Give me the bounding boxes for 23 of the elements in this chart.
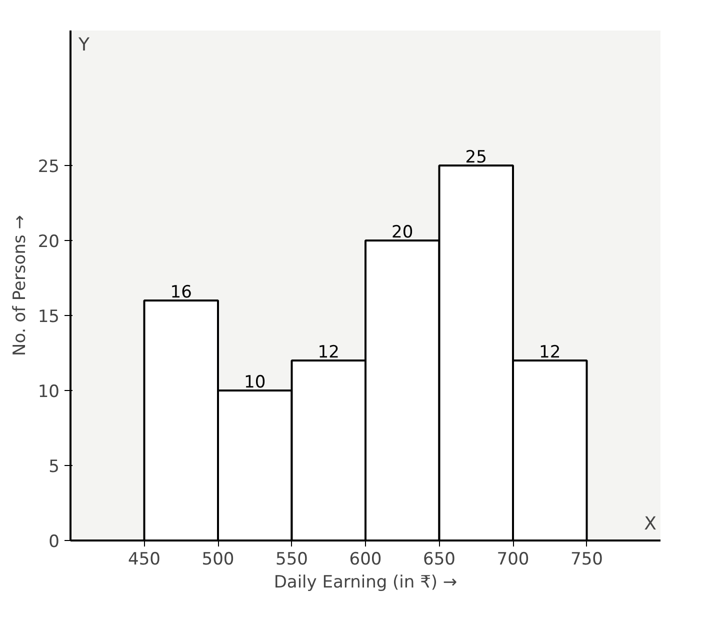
data-label: 25 [465,148,487,168]
x-axis-title: Daily Earning (in ₹) → [274,572,458,592]
y-tick-label: 0 [48,532,60,552]
x-tick-label: 500 [202,550,234,570]
y-tick-label: 10 [38,382,60,402]
x-tick-label: 650 [423,550,456,570]
x-tick-label: 450 [128,550,160,570]
y-tick-label: 20 [38,232,60,252]
data-label: 20 [392,222,414,242]
annotation: X [644,514,657,534]
x-tick-label: 750 [570,550,603,570]
x-tick-label: 600 [349,550,382,570]
data-label: 16 [170,282,192,302]
y-tick-label: 5 [48,457,60,477]
x-tick-label: 700 [496,550,530,570]
data-label: 12 [539,342,561,362]
y-axis-title: No. of Persons → [10,214,30,356]
y-tick-label: 15 [38,307,60,327]
y-tick-label: 25 [38,157,60,177]
data-label: 10 [244,372,266,392]
data-label: 12 [318,342,340,362]
x-tick-label: 550 [276,550,308,570]
annotation: Y [78,34,90,56]
